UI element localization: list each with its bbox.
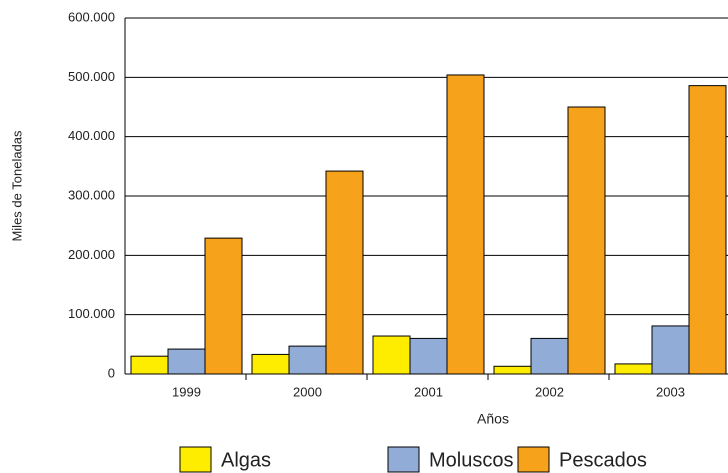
y-tick-label: 0	[108, 365, 115, 380]
bar	[688, 85, 727, 375]
y-tick-label: 400.000	[68, 128, 115, 143]
bar	[651, 325, 690, 375]
bar	[614, 363, 653, 375]
bar	[372, 335, 411, 375]
bar	[204, 237, 243, 375]
bar	[130, 355, 169, 375]
legend-label: Moluscos	[429, 449, 513, 471]
bar	[530, 337, 569, 375]
y-tick-label: 100.000	[68, 306, 115, 321]
y-tick-label: 200.000	[68, 247, 115, 262]
bar	[325, 170, 364, 375]
y-tick-label: 300.000	[68, 187, 115, 202]
bar	[251, 353, 290, 375]
x-tick-label: 2002	[535, 384, 564, 399]
legend-label: Algas	[221, 449, 271, 471]
bar	[409, 337, 448, 375]
x-tick-label: 2000	[293, 384, 322, 399]
legend-swatch	[387, 446, 420, 473]
bar	[167, 348, 206, 375]
bar	[446, 74, 485, 375]
y-axis-title: Miles de Toneladas	[9, 130, 24, 242]
bar	[567, 106, 606, 375]
bar	[288, 345, 327, 375]
x-tick-label: 1999	[172, 384, 201, 399]
bar	[493, 365, 532, 375]
legend-swatch	[179, 446, 212, 473]
legend-swatch	[517, 446, 550, 473]
legend-label: Pescados	[559, 449, 647, 471]
x-axis-title: Años	[477, 411, 509, 427]
x-tick-label: 2003	[656, 384, 685, 399]
x-tick-label: 2001	[414, 384, 443, 399]
y-tick-label: 500.000	[68, 69, 115, 84]
y-tick-label: 600.000	[68, 9, 115, 24]
